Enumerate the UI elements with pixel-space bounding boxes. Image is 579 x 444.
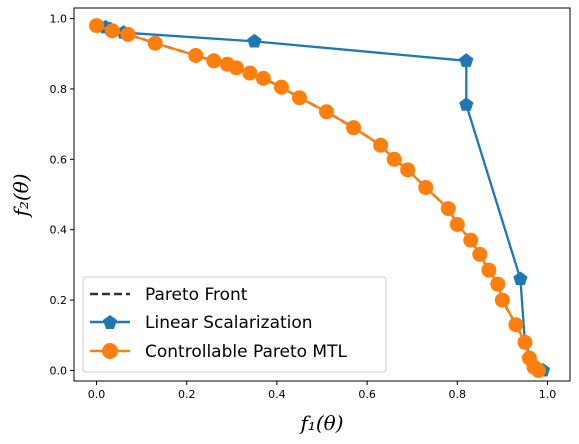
point-controllable-pareto-mtl <box>400 162 416 178</box>
axis-layer: 0.0 0.2 0.4 0.6 0.8 1.0 0.0 0.2 0.4 0.6 0.8 1.0 <box>50 13 557 401</box>
point-controllable-pareto-mtl <box>449 216 465 232</box>
point-controllable-pareto-mtl <box>228 60 244 76</box>
point-controllable-pareto-mtl <box>418 179 434 195</box>
point-controllable-pareto-mtl <box>273 79 289 95</box>
point-controllable-pareto-mtl <box>206 53 222 69</box>
legend: Pareto Front Linear Scalarization Contro… <box>82 276 387 373</box>
point-controllable-pareto-mtl <box>104 23 120 39</box>
series-layer <box>89 18 551 378</box>
x-tick-label: 0.2 <box>178 388 196 401</box>
point-controllable-pareto-mtl <box>255 70 271 86</box>
point-controllable-pareto-mtl <box>188 48 204 64</box>
x-tick-label: 0.0 <box>88 388 106 401</box>
point-controllable-pareto-mtl <box>346 120 362 136</box>
point-linear-scalarization <box>247 33 262 48</box>
point-controllable-pareto-mtl <box>89 18 105 34</box>
point-controllable-pareto-mtl <box>291 90 307 106</box>
point-controllable-pareto-mtl <box>319 104 335 120</box>
y-tick-label: 0.4 <box>50 224 68 237</box>
point-controllable-pareto-mtl <box>490 276 506 292</box>
point-controllable-pareto-mtl <box>494 292 510 308</box>
x-tick-label: 0.6 <box>358 388 376 401</box>
point-controllable-pareto-mtl <box>530 362 546 378</box>
y-tick-label: 0.2 <box>50 294 68 307</box>
legend-controllable-pareto-mtl-marker <box>102 343 118 359</box>
point-controllable-pareto-mtl <box>472 246 488 262</box>
y-tick-label: 0.8 <box>50 83 68 96</box>
legend-box <box>82 276 387 373</box>
point-controllable-pareto-mtl <box>373 137 389 153</box>
point-controllable-pareto-mtl <box>242 65 258 81</box>
x-axis-label: f₁(θ) <box>298 411 343 435</box>
y-tick-label: 0.0 <box>50 364 68 377</box>
y-tick-label: 0.6 <box>50 153 68 166</box>
point-controllable-pareto-mtl <box>517 334 533 350</box>
legend-pareto-front-label: Pareto Front <box>145 285 248 305</box>
point-linear-scalarization <box>513 271 528 285</box>
x-tick-label: 1.0 <box>539 388 557 401</box>
y-tick-label: 1.0 <box>50 13 68 26</box>
point-controllable-pareto-mtl <box>147 35 163 51</box>
point-controllable-pareto-mtl <box>463 232 479 248</box>
point-controllable-pareto-mtl <box>508 317 524 333</box>
point-controllable-pareto-mtl <box>440 201 456 217</box>
point-controllable-pareto-mtl <box>386 151 402 167</box>
x-tick-label: 0.8 <box>449 388 467 401</box>
legend-linear-scalarization-marker <box>103 315 117 329</box>
point-controllable-pareto-mtl <box>120 26 136 42</box>
x-tick-label: 0.4 <box>268 388 286 401</box>
y-axis-label: f₂(θ) <box>9 173 33 218</box>
point-linear-scalarization <box>459 53 474 67</box>
point-controllable-pareto-mtl <box>481 262 497 278</box>
legend-linear-scalarization-label: Linear Scalarization <box>145 313 313 333</box>
plot-frame <box>73 7 571 382</box>
point-linear-scalarization <box>459 97 474 111</box>
legend-controllable-pareto-mtl-label: Controllable Pareto MTL <box>145 342 347 362</box>
